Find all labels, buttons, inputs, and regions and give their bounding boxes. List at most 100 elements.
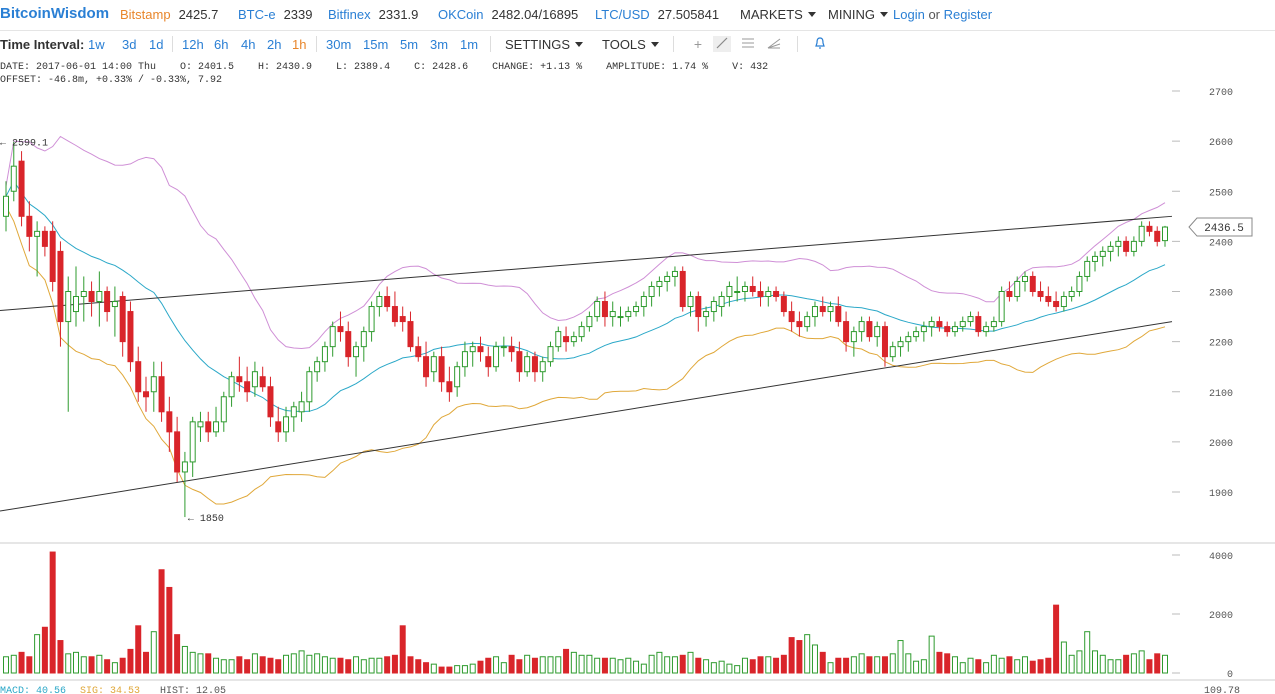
- candle-body: [928, 321, 935, 328]
- interval-1d[interactable]: 1d: [149, 37, 164, 52]
- candle-body: [679, 270, 686, 308]
- candle-body: [757, 291, 764, 298]
- volume-bar: [1037, 659, 1044, 674]
- candle-body: [773, 291, 780, 298]
- volume-bar: [827, 662, 834, 674]
- candle-body: [174, 431, 181, 473]
- volume-tick-label: 2000: [1209, 611, 1233, 622]
- volume-bar: [625, 657, 632, 674]
- site-logo[interactable]: BitcoinWisdom: [0, 5, 110, 22]
- register-link[interactable]: Register: [943, 7, 993, 22]
- volume-bar: [376, 657, 383, 674]
- chart-toolbar: Time Interval: 1w 3d 1d 12h 6h 4h 2h 1h …: [0, 31, 1275, 57]
- markets-menu[interactable]: MARKETS: [740, 7, 816, 22]
- horizontal-lines-tool-icon[interactable]: [739, 36, 757, 52]
- candle-body: [119, 296, 126, 343]
- top-nav: BitcoinWisdom Bitstamp 2425.7 BTC-e 2339 B…: [0, 0, 1275, 31]
- volume-tick-label: 0: [1227, 670, 1233, 681]
- volume-bar: [57, 640, 64, 674]
- volume-bar: [314, 653, 321, 674]
- ohlc-info: DATE: 2017-06-01 14:00 Thu O: 2401.5 H: …: [0, 61, 768, 87]
- candle-body: [656, 280, 663, 287]
- volume-bar: [524, 654, 531, 674]
- candle-body: [1045, 296, 1052, 303]
- ticker-okcoin-name[interactable]: OKCoin: [438, 7, 484, 22]
- candle-body: [578, 326, 585, 338]
- volume-bar: [804, 634, 811, 674]
- ohlc-info-line2: OFFSET: -46.8m, +0.33% / -0.33%, 7.92: [0, 75, 223, 86]
- candle-body: [1099, 250, 1106, 257]
- ticker-btce[interactable]: BTC-e 2339: [238, 7, 312, 22]
- interval-5m[interactable]: 5m: [400, 37, 419, 52]
- volume-bar: [88, 656, 95, 674]
- volume-bar: [73, 651, 80, 674]
- interval-12h[interactable]: 12h: [182, 37, 204, 52]
- volume-bar: [531, 657, 538, 674]
- settings-menu-label: SETTINGS: [505, 37, 571, 52]
- interval-2h[interactable]: 2h: [267, 37, 282, 52]
- candle-body: [80, 291, 87, 298]
- candle-body: [73, 296, 80, 313]
- ticker-bitfinex-name[interactable]: Bitfinex: [328, 7, 371, 22]
- candle-body: [687, 296, 694, 308]
- candle-body: [1123, 240, 1130, 252]
- mining-menu[interactable]: MINING: [828, 7, 888, 22]
- interval-4h[interactable]: 4h: [241, 37, 256, 52]
- toolbar-divider: [172, 36, 173, 52]
- volume-bar: [384, 656, 391, 674]
- interval-1m[interactable]: 1m: [460, 37, 479, 52]
- candle-body: [461, 351, 468, 368]
- volume-bar: [539, 656, 546, 674]
- candle-body: [695, 296, 702, 318]
- settings-menu[interactable]: SETTINGS: [505, 37, 584, 52]
- interval-1w[interactable]: 1w: [88, 37, 105, 52]
- ticker-ltcusd[interactable]: LTC/USD 27.505841: [595, 7, 719, 22]
- bell-icon[interactable]: [811, 36, 829, 52]
- candle-body: [671, 270, 678, 277]
- volume-bar: [446, 666, 453, 674]
- interval-30m[interactable]: 30m: [326, 37, 352, 52]
- ticker-btce-name[interactable]: BTC-e: [238, 7, 276, 22]
- candle-body: [920, 326, 927, 333]
- volume-bar: [430, 663, 437, 674]
- candle-body: [819, 306, 826, 313]
- ticker-ltcusd-price: 27.505841: [657, 7, 720, 22]
- volume-bar: [671, 656, 678, 674]
- toolbar-divider: [490, 36, 491, 52]
- candle-body: [1146, 225, 1153, 232]
- login-link[interactable]: Login: [893, 7, 925, 22]
- interval-15m[interactable]: 15m: [363, 37, 389, 52]
- candle-body: [664, 275, 671, 282]
- candle-body: [1006, 291, 1013, 298]
- volume-bar: [3, 656, 9, 674]
- volume-bar: [843, 657, 850, 674]
- trendline-tool-icon[interactable]: [713, 36, 731, 52]
- interval-6h[interactable]: 6h: [214, 37, 229, 52]
- tools-menu[interactable]: TOOLS: [602, 37, 659, 52]
- interval-1h[interactable]: 1h: [292, 37, 307, 52]
- ticker-ltcusd-name[interactable]: LTC/USD: [595, 7, 650, 22]
- volume-bar: [1076, 650, 1083, 674]
- interval-3m[interactable]: 3m: [430, 37, 449, 52]
- crosshair-tool-icon[interactable]: +: [693, 36, 703, 52]
- candle-body: [3, 195, 9, 217]
- ticker-bitfinex[interactable]: Bitfinex 2331.9: [328, 7, 418, 22]
- low-price-annotation: ← 1850: [188, 514, 224, 525]
- ticker-bitstamp-name[interactable]: Bitstamp: [120, 7, 171, 22]
- volume-bar: [1091, 650, 1098, 674]
- price-chart[interactable]: 1900 2000 2100 2200 2300 2400 2500 2600 2700 ← 25…: [0, 57, 1275, 694]
- volume-bar: [438, 666, 445, 674]
- candle-body: [41, 230, 48, 247]
- volume-bar: [648, 654, 655, 674]
- candle-body: [850, 331, 857, 343]
- candle-body: [88, 291, 95, 303]
- ticker-okcoin[interactable]: OKCoin 2482.04/16895: [438, 7, 578, 22]
- fan-tool-icon[interactable]: [765, 36, 783, 52]
- candle-body: [563, 336, 570, 343]
- ticker-bitstamp[interactable]: Bitstamp 2425.7: [120, 7, 218, 22]
- interval-3d[interactable]: 3d: [122, 37, 137, 52]
- candle-body: [936, 321, 943, 328]
- volume-bar: [1162, 654, 1168, 674]
- upper-trend-line: [0, 215, 1173, 312]
- volume-bar: [337, 657, 344, 674]
